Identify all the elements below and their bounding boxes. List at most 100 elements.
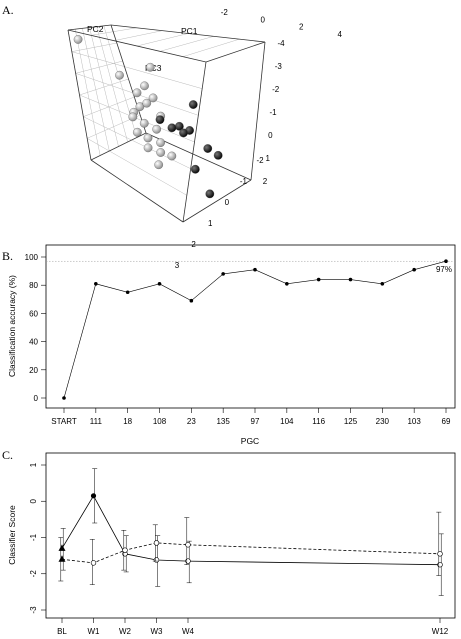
score-baseline-marker [58, 555, 66, 562]
accuracy-x-tick-label: 230 [376, 417, 390, 426]
panel-b-label: B. [2, 249, 13, 263]
pca-box-edge [182, 61, 207, 223]
accuracy-y-ticks: 0 20 40 60 80 100 [25, 253, 46, 403]
pca-box-edge [110, 24, 147, 134]
pc3-tick-label: 3 [175, 261, 180, 270]
accuracy-point [412, 267, 416, 272]
accuracy-x-tick-label: 125 [344, 417, 358, 426]
pc3-tick-label: -2 [256, 156, 264, 165]
accuracy-point [444, 259, 448, 264]
accuracy-y-tick-label: 40 [29, 338, 38, 347]
pc3-tick-label: -1 [240, 177, 248, 186]
score-point [437, 561, 443, 568]
score-x-tick-label: W1 [88, 627, 101, 636]
pca-point [73, 35, 83, 44]
score-x-ticks: BL W1 W2 W3 W4 W12 [57, 618, 449, 636]
pc2-axis-label: PC2 [87, 24, 104, 34]
pca-box-edge [250, 41, 266, 181]
pca-point [167, 151, 177, 161]
pc1-tick-label: -2 [221, 8, 229, 17]
pca-point [156, 138, 165, 147]
score-y-tick-label: 0 [29, 498, 38, 503]
pca-point [148, 93, 158, 103]
accuracy-x-tick-label: 23 [187, 417, 196, 426]
score-x-tick-label: W2 [119, 627, 132, 636]
pc1-tick-label: 0 [261, 15, 266, 24]
score-point [185, 558, 191, 564]
pca-point [203, 144, 213, 153]
pca-grid-line [159, 36, 214, 52]
score-line [61, 542, 441, 564]
pc1-tick-label: 4 [338, 30, 343, 39]
accuracy-x-tick-label: 116 [312, 417, 325, 426]
pc2-tick-label: 2 [263, 177, 268, 186]
pc2-tick-label: 1 [265, 154, 270, 163]
pca-point [145, 62, 155, 72]
pca-point [132, 88, 142, 98]
accuracy-y-tick-label: 20 [29, 366, 38, 375]
accuracy-point [94, 281, 98, 286]
score-x-tick-label: W4 [182, 627, 195, 636]
score-point [153, 540, 160, 546]
pca-point [188, 100, 198, 109]
score-x-tick-label: W12 [432, 627, 449, 636]
pca-grid [71, 25, 240, 196]
accuracy-x-tick-label: 108 [153, 417, 167, 426]
pca-ticks: -2 0 2 4 -4 -3 -2 -1 0 1 2 -2 -1 0 1 2 3 [175, 8, 343, 270]
accuracy-point [221, 272, 225, 276]
pca-point [135, 102, 145, 112]
pca-point [167, 123, 177, 133]
pca-box-edge [90, 132, 147, 161]
accuracy-points [62, 259, 448, 400]
score-point [437, 551, 443, 557]
score-line [61, 494, 441, 566]
score-series [58, 468, 444, 596]
pca-box-edge [67, 29, 207, 63]
accuracy-x-ticks: START 111 18 108 23 135 97 104 116 125 230 103 69 [51, 408, 451, 426]
accuracy-y-label: Classification accuracy (%) [7, 275, 17, 377]
accuracy-point [316, 277, 321, 282]
classifier-score-chart: -3 -2 -1 0 1 BL W1 W2 W3 W4 W12 Classifier Score [7, 452, 456, 636]
pca-grid-line [113, 30, 163, 41]
score-point [153, 557, 160, 563]
pca-point [115, 70, 124, 80]
accuracy-x-tick-label: 111 [90, 417, 103, 426]
pc3-tick-label: 1 [208, 219, 213, 228]
pc3-tick-label: 2 [191, 240, 196, 249]
score-point [122, 547, 128, 553]
accuracy-point [348, 277, 353, 282]
score-y-label: Classifier Score [7, 505, 17, 565]
accuracy-point [62, 396, 66, 400]
score-y-tick-label: -2 [29, 570, 38, 578]
score-x-tick-label: BL [57, 627, 67, 636]
accuracy-x-tick-label: START [51, 417, 77, 426]
pc1-tick-label: 2 [299, 23, 304, 32]
pca-point [143, 133, 153, 143]
pca-box-edge [110, 24, 266, 43]
score-point [90, 493, 97, 499]
score-point [90, 560, 97, 566]
accuracy-y-tick-label: 60 [29, 309, 38, 318]
pca-grid-line [136, 33, 189, 47]
pca-point [156, 148, 166, 157]
accuracy-annotation: 97% [436, 265, 452, 274]
pca-box-edge [205, 41, 266, 63]
accuracy-chart: 0 20 40 60 80 100 START 111 18 108 23 135 97 104 116 1… [7, 244, 456, 446]
pca-grid-line [182, 38, 240, 57]
pc2-tick-label: -4 [277, 39, 285, 48]
accuracy-y-tick-label: 100 [25, 253, 39, 262]
score-baseline-marker [58, 544, 66, 551]
score-y-tick-label: -1 [29, 533, 38, 541]
pca-grid-line [71, 51, 203, 89]
pca-box-edge [67, 24, 112, 31]
pc2-tick-label: -3 [275, 62, 283, 71]
pca-point [132, 127, 142, 137]
accuracy-x-tick-label: 103 [407, 417, 421, 426]
panel-a-label: A. [2, 3, 14, 17]
pca-box-edge [182, 179, 252, 223]
pc3-tick-label: 0 [225, 198, 230, 207]
accuracy-point [285, 281, 289, 286]
pc1-axis-label: PC1 [181, 26, 198, 36]
score-point [185, 542, 191, 548]
